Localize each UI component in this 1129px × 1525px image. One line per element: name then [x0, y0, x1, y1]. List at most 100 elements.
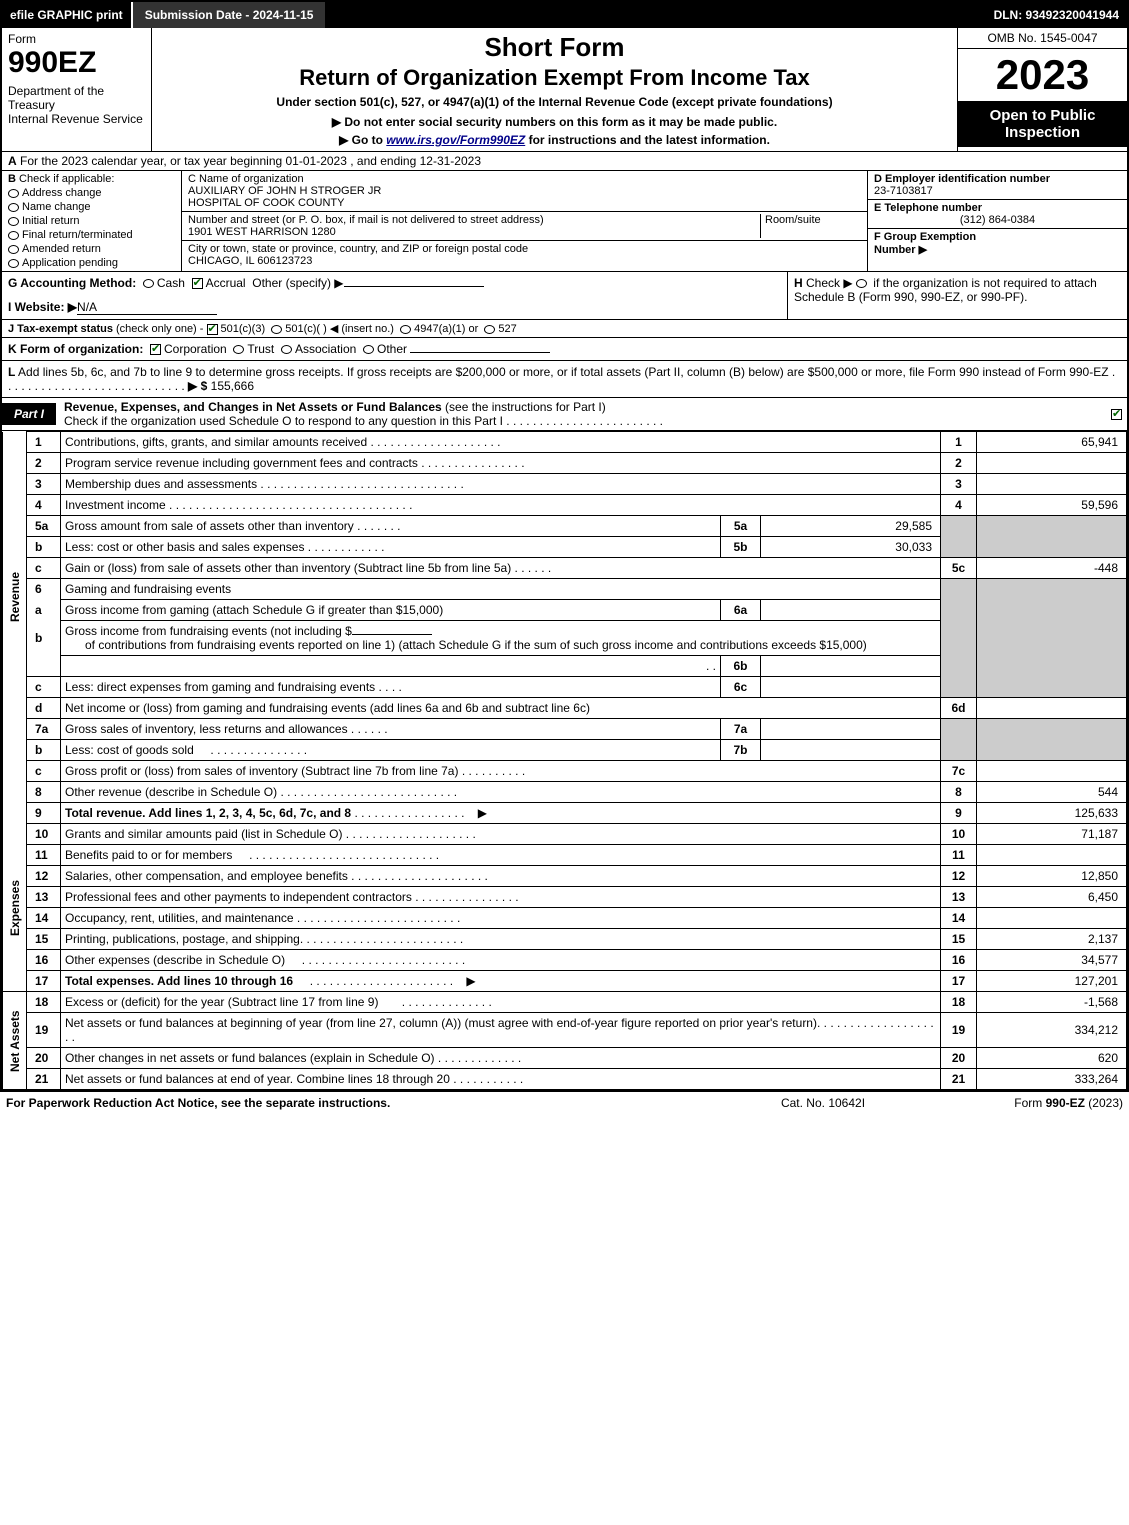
- grey-cell: [941, 600, 977, 621]
- line-11: 11 Benefits paid to or for members . . .…: [3, 845, 1127, 866]
- line-num: 7a: [27, 719, 61, 740]
- short-form-title: Short Form: [160, 32, 949, 63]
- opt-address-change: Address change: [8, 187, 175, 199]
- line-21: 21 Net assets or fund balances at end of…: [3, 1069, 1127, 1090]
- line-box: 1: [941, 432, 977, 453]
- oval-icon[interactable]: [400, 325, 411, 334]
- oval-icon[interactable]: [8, 189, 19, 198]
- line-num: 10: [27, 824, 61, 845]
- subline-box: 6a: [721, 600, 761, 621]
- line-desc: Benefits paid to or for members . . . . …: [61, 845, 941, 866]
- subline-box: 7a: [721, 719, 761, 740]
- line-7a: 7a Gross sales of inventory, less return…: [3, 719, 1127, 740]
- line-amount: [977, 698, 1127, 719]
- g-cash: Cash: [157, 276, 185, 290]
- other-input[interactable]: [344, 286, 484, 287]
- opt-application-pending: Application pending: [8, 257, 175, 269]
- line-amount: -448: [977, 558, 1127, 579]
- line-desc: Gross amount from sale of assets other t…: [61, 516, 721, 537]
- g-accounting: G Accounting Method: Cash Accrual Other …: [2, 272, 787, 319]
- opt-name-change: Name change: [8, 201, 175, 213]
- line-10: Expenses 10 Grants and similar amounts p…: [3, 824, 1127, 845]
- line-amount: 620: [977, 1048, 1127, 1069]
- line-box: 3: [941, 474, 977, 495]
- part1-checkbox-cell: [1109, 407, 1127, 421]
- line-desc: Less: cost of goods sold . . . . . . . .…: [61, 740, 721, 761]
- line-box: 10: [941, 824, 977, 845]
- omb-number: OMB No. 1545-0047: [958, 28, 1127, 49]
- g-label: G Accounting Method:: [8, 276, 136, 290]
- line-box: 5c: [941, 558, 977, 579]
- blank: . .: [61, 656, 721, 677]
- oval-icon[interactable]: [8, 217, 19, 226]
- j-sub: (check only one) -: [116, 323, 206, 335]
- line-8: 8 Other revenue (describe in Schedule O)…: [3, 782, 1127, 803]
- other-org-input[interactable]: [410, 352, 550, 353]
- contrib-amount-input[interactable]: [352, 634, 432, 635]
- k-o3: Association: [295, 342, 356, 356]
- footer-left: For Paperwork Reduction Act Notice, see …: [6, 1096, 723, 1110]
- line-14: 14 Occupancy, rent, utilities, and maint…: [3, 908, 1127, 929]
- line-4: 4 Investment income . . . . . . . . . . …: [3, 495, 1127, 516]
- line-num: 12: [27, 866, 61, 887]
- checkbox-icon[interactable]: [1111, 409, 1122, 420]
- line-amount: [977, 845, 1127, 866]
- oval-icon[interactable]: [8, 231, 19, 240]
- oval-icon[interactable]: [143, 279, 154, 288]
- k-row: K Form of organization: Corporation Trus…: [2, 338, 1127, 361]
- checkbox-icon[interactable]: [150, 344, 161, 355]
- oval-icon[interactable]: [8, 259, 19, 268]
- part1-check-text: Check if the organization used Schedule …: [64, 414, 503, 428]
- line-desc: Total revenue. Add lines 1, 2, 3, 4, 5c,…: [61, 803, 941, 824]
- line-num: 14: [27, 908, 61, 929]
- line-desc: Net income or (loss) from gaming and fun…: [61, 698, 941, 719]
- grey-cell: [977, 579, 1127, 600]
- b-head: Check if applicable:: [16, 173, 114, 185]
- line-6d: d Net income or (loss) from gaming and f…: [3, 698, 1127, 719]
- opt-label: Name change: [22, 201, 91, 213]
- line-19: 19 Net assets or fund balances at beginn…: [3, 1013, 1127, 1048]
- line-box: 4: [941, 495, 977, 516]
- line-12: 12 Salaries, other compensation, and emp…: [3, 866, 1127, 887]
- line-desc: Less: cost or other basis and sales expe…: [61, 537, 721, 558]
- line-desc: Net assets or fund balances at beginning…: [61, 1013, 941, 1048]
- line-desc: Investment income . . . . . . . . . . . …: [61, 495, 941, 516]
- line-desc: Salaries, other compensation, and employ…: [61, 866, 941, 887]
- l-row: L Add lines 5b, 6c, and 7b to line 9 to …: [2, 361, 1127, 398]
- irs-link[interactable]: www.irs.gov/Form990EZ: [386, 133, 525, 147]
- checkbox-icon[interactable]: [192, 278, 203, 289]
- city-value: CHICAGO, IL 606123723: [188, 255, 861, 267]
- line-box: 21: [941, 1069, 977, 1090]
- oval-icon[interactable]: [8, 203, 19, 212]
- address-cell: Number and street (or P. O. box, if mail…: [182, 212, 867, 241]
- line-desc: Gross income from gaming (attach Schedul…: [61, 600, 721, 621]
- j-o1: 501(c)(3): [221, 323, 266, 335]
- opt-label: Address change: [22, 187, 102, 199]
- line-5c: c Gain or (loss) from sale of assets oth…: [3, 558, 1127, 579]
- submission-date: Submission Date - 2024-11-15: [131, 2, 326, 28]
- oval-icon[interactable]: [233, 345, 244, 354]
- oval-icon[interactable]: [271, 325, 282, 334]
- group-exemption-cell: F Group Exemption Number ▶: [868, 229, 1127, 258]
- subline-box: 6b: [721, 656, 761, 677]
- checkbox-icon[interactable]: [207, 324, 218, 335]
- oval-icon[interactable]: [281, 345, 292, 354]
- grey-cell: [977, 677, 1127, 698]
- oval-icon[interactable]: [363, 345, 374, 354]
- line-amount: 71,187: [977, 824, 1127, 845]
- line-num: 4: [27, 495, 61, 516]
- grey-cell: [941, 516, 977, 537]
- subline-box: 7b: [721, 740, 761, 761]
- netassets-sidelabel: Net Assets: [3, 992, 27, 1090]
- oval-icon[interactable]: [8, 245, 19, 254]
- oval-icon[interactable]: [484, 325, 495, 334]
- org-name-cell: C Name of organization AUXILIARY OF JOHN…: [182, 171, 867, 212]
- room-label: Room/suite: [765, 214, 861, 226]
- line-desc: Printing, publications, postage, and shi…: [61, 929, 941, 950]
- line-desc: Net assets or fund balances at end of ye…: [61, 1069, 941, 1090]
- grey-cell: [977, 537, 1127, 558]
- oval-icon[interactable]: [856, 279, 867, 288]
- opt-label: Initial return: [22, 215, 79, 227]
- line-box: 9: [941, 803, 977, 824]
- line-amount: 125,633: [977, 803, 1127, 824]
